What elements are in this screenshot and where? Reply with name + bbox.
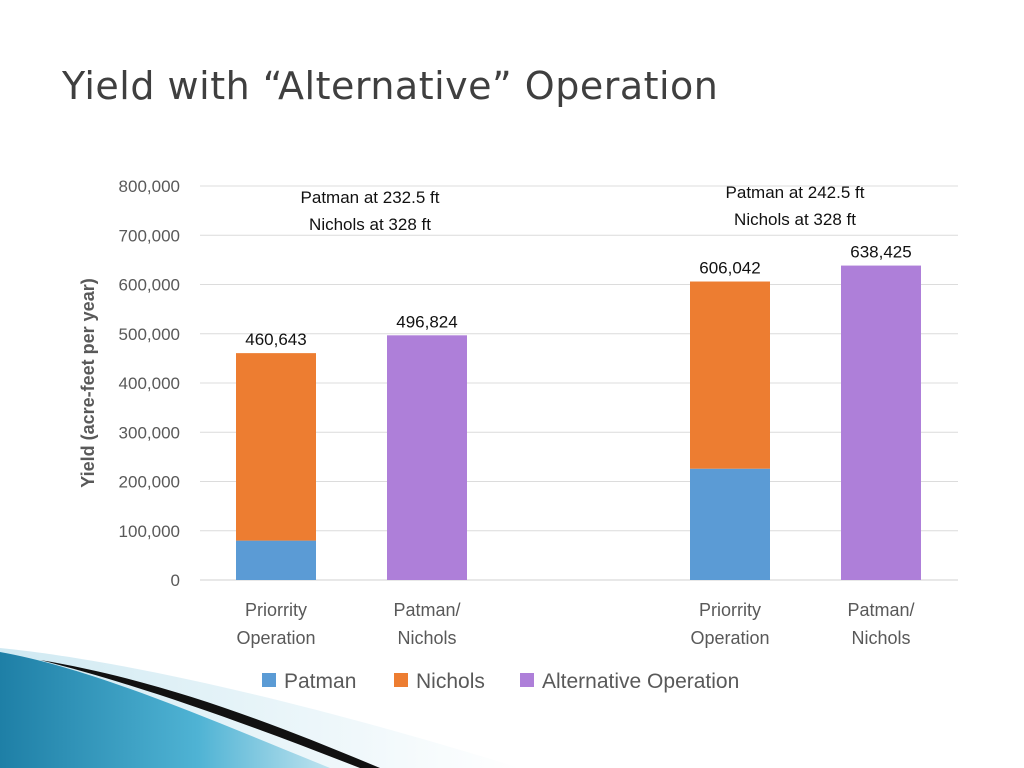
x-tick-label: Priorrity bbox=[699, 600, 761, 620]
y-tick-label: 400,000 bbox=[119, 374, 180, 393]
x-tick-label: Patman/ bbox=[847, 600, 914, 620]
y-axis-label: Yield (acre-feet per year) bbox=[78, 278, 98, 487]
legend-label: Alternative Operation bbox=[542, 670, 739, 693]
bar-segment-nichols bbox=[690, 281, 770, 469]
y-tick-label: 700,000 bbox=[119, 226, 180, 245]
data-label: 496,824 bbox=[396, 312, 457, 331]
x-tick-label: Operation bbox=[690, 628, 769, 648]
legend-label: Patman bbox=[284, 670, 356, 693]
x-tick-label: Priorrity bbox=[245, 600, 307, 620]
data-label: 606,042 bbox=[699, 259, 760, 278]
bar-segment-alternative-operation bbox=[387, 335, 467, 580]
bar-segment-patman bbox=[236, 540, 316, 580]
legend-swatch-patman bbox=[262, 673, 276, 687]
y-tick-label: 0 bbox=[171, 571, 180, 590]
y-tick-label: 300,000 bbox=[119, 423, 180, 442]
x-tick-label: Nichols bbox=[851, 628, 910, 648]
y-tick-label: 500,000 bbox=[119, 325, 180, 344]
x-tick-label: Nichols bbox=[397, 628, 456, 648]
y-tick-label: 600,000 bbox=[119, 276, 180, 295]
data-label: 460,643 bbox=[245, 330, 306, 349]
legend-label: Nichols bbox=[416, 670, 485, 693]
legend-swatch-nichols bbox=[394, 673, 408, 687]
bar-segment-alternative-operation bbox=[841, 265, 921, 580]
y-tick-label: 200,000 bbox=[119, 473, 180, 492]
bar-segment-nichols bbox=[236, 353, 316, 541]
group-annotation: Nichols at 328 ft bbox=[734, 210, 856, 229]
y-tick-label: 100,000 bbox=[119, 522, 180, 541]
group-annotation: Nichols at 328 ft bbox=[309, 215, 431, 234]
group-annotation: Patman at 232.5 ft bbox=[301, 188, 440, 207]
x-tick-label: Patman/ bbox=[393, 600, 460, 620]
legend-swatch-alternative-operation bbox=[520, 673, 534, 687]
group-annotation: Patman at 242.5 ft bbox=[726, 183, 865, 202]
x-tick-label: Operation bbox=[236, 628, 315, 648]
data-label: 638,425 bbox=[850, 243, 911, 262]
bar-segment-patman bbox=[690, 468, 770, 580]
y-tick-label: 800,000 bbox=[119, 177, 180, 196]
slide-title: Yield with “Alternative” Operation bbox=[62, 64, 719, 108]
